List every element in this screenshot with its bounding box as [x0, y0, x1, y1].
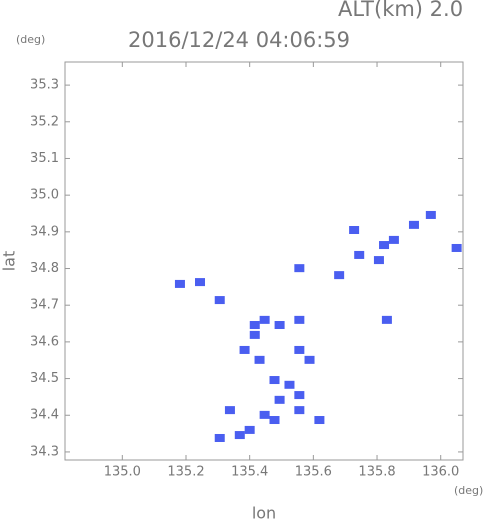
- echo-cell: [294, 406, 305, 415]
- echo-cell: [373, 256, 384, 265]
- x-tick-label: 135.4: [231, 465, 268, 480]
- y-tick-label: 34.3: [30, 444, 59, 459]
- x-unit: (deg): [454, 484, 483, 497]
- echo-cell: [174, 279, 185, 288]
- echo-cell: [224, 406, 235, 415]
- echo-cell: [249, 321, 260, 330]
- x-tick-label: 136.0: [422, 465, 459, 480]
- echo-cell: [294, 264, 305, 273]
- y-tick-label: 34.5: [30, 371, 59, 386]
- echo-cell: [234, 431, 245, 440]
- echo-cell: [294, 315, 305, 324]
- echo-cell: [214, 433, 225, 442]
- echo-cell: [274, 321, 285, 330]
- echo-cell: [284, 380, 295, 389]
- chart-title: 2016/12/24 04:06:59: [128, 28, 350, 52]
- echo-cell: [451, 243, 462, 252]
- echo-cell: [269, 416, 280, 425]
- y-tick-label: 34.6: [30, 334, 59, 349]
- echo-cell: [214, 296, 225, 305]
- echo-cell: [349, 226, 360, 235]
- echo-cell: [381, 315, 392, 324]
- echo-cell: [249, 330, 260, 339]
- y-tick-label: 34.4: [30, 408, 59, 423]
- echo-cell: [259, 410, 270, 419]
- x-tick-label: 135.0: [104, 465, 141, 480]
- y-tick-label: 34.9: [30, 224, 59, 239]
- echo-cell: [195, 278, 206, 287]
- echo-cell: [269, 376, 280, 385]
- y-unit: (deg): [16, 33, 45, 46]
- echo-cell: [379, 241, 390, 250]
- altitude-label: ALT(km) 2.0: [338, 0, 463, 21]
- y-tick-label: 34.8: [30, 261, 59, 276]
- echo-cell: [408, 220, 419, 229]
- y-tick-label: 35.0: [30, 188, 59, 203]
- x-tick-label: 135.8: [358, 465, 395, 480]
- y-tick-label: 35.3: [30, 78, 59, 93]
- y-axis-label: lat: [0, 251, 19, 272]
- echo-cell: [304, 355, 315, 364]
- echo-cell: [244, 425, 255, 434]
- echo-cell: [334, 271, 345, 280]
- x-axis-label: lon: [252, 504, 276, 521]
- echo-cell: [314, 416, 325, 425]
- echo-cell: [294, 345, 305, 354]
- y-tick-label: 35.2: [30, 114, 59, 129]
- y-tick-label: 35.1: [30, 151, 59, 166]
- echo-cell: [274, 395, 285, 404]
- echo-cell: [259, 315, 270, 324]
- echo-cell: [239, 345, 250, 354]
- echo-cell: [388, 235, 399, 244]
- y-tick-label: 34.7: [30, 298, 59, 313]
- echo-cell: [354, 250, 365, 259]
- echo-cell: [294, 391, 305, 400]
- x-tick-label: 135.6: [295, 465, 332, 480]
- echo-cell: [254, 355, 265, 364]
- x-tick-label: 135.2: [167, 465, 204, 480]
- echo-cell: [425, 210, 436, 219]
- plot-frame: [64, 61, 464, 461]
